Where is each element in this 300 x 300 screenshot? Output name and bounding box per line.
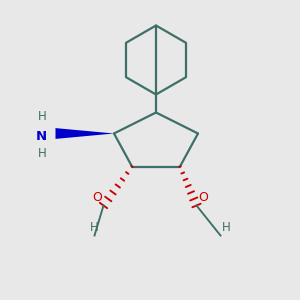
Text: O: O <box>92 191 102 204</box>
Text: H: H <box>38 147 46 160</box>
Text: H: H <box>222 221 231 234</box>
Text: H: H <box>90 221 99 234</box>
Text: N: N <box>35 130 46 143</box>
Text: O: O <box>198 191 208 204</box>
Polygon shape <box>56 128 114 139</box>
Text: H: H <box>38 110 46 124</box>
